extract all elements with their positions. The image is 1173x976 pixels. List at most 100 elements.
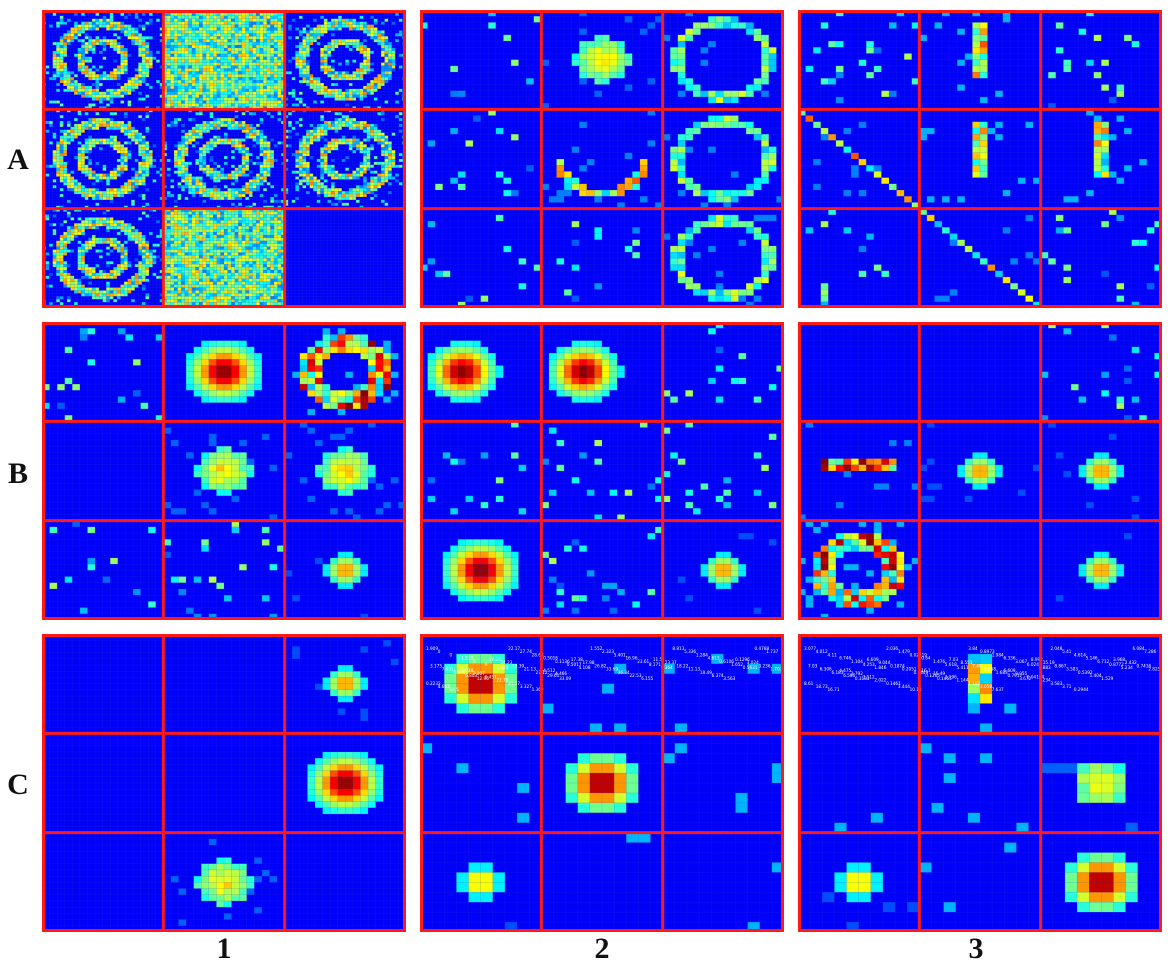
panel-b1: [42, 322, 406, 620]
cell-value: 1.479: [898, 649, 910, 654]
panel-c3: 3.077 4.012 4.11 6.746 1.104 4.253 1.846 2.036 1…: [798, 634, 1162, 932]
feature-map-4: [42, 421, 164, 522]
feature-map-4: [798, 109, 920, 210]
cell-value: 0: [450, 652, 453, 657]
feature-map-8: [541, 520, 664, 620]
cell-value: 3.175: [430, 663, 442, 668]
cell-value: 13.39: [512, 663, 524, 668]
cell-value: 2.807: [473, 671, 485, 676]
cell-value: 5.401: [614, 652, 626, 657]
cell-value: 0.2232: [426, 681, 441, 686]
cell-value: 0: [473, 659, 476, 664]
cell-value: 15.49: [933, 671, 945, 676]
cell-value: 4.012: [816, 649, 828, 654]
cell-value: 5.146: [1086, 656, 1098, 661]
panel-b3: [798, 322, 1162, 620]
feature-map-7: [42, 208, 164, 308]
cell-value: 1.404: [1090, 673, 1102, 678]
feature-map-6: [284, 733, 406, 834]
cell-value: 26.82: [594, 663, 606, 668]
feature-map-9: [662, 520, 784, 620]
cell-value: 9.044: [878, 660, 890, 665]
panel-grid-lines: [798, 634, 1162, 932]
cell-value: 5.618: [945, 662, 957, 667]
feature-map-3: [662, 10, 784, 110]
cell-value: 4.475: [839, 668, 851, 673]
cell-value: 1.476: [933, 659, 945, 664]
feature-map-2: [163, 322, 286, 422]
feature-map-4: [42, 109, 164, 210]
cell-value: 1.707: [770, 667, 782, 672]
heatmap-c3: 3.0774.0124.116.7461.1044.2531.8462.0361…: [798, 634, 1162, 932]
panel-c1: [42, 634, 406, 932]
cell-value: 5.364: [661, 665, 673, 670]
feature-map-2: [919, 634, 1042, 734]
cell-value: 7.286: [1144, 649, 1156, 654]
cell-value: 4.253: [863, 662, 875, 667]
panel-grid-lines: [420, 10, 784, 308]
feature-map-3: [662, 322, 784, 422]
cell-value: 0.1265: [925, 673, 940, 678]
cell-value: 0.5631: [743, 665, 758, 670]
feature-map-6: [1040, 421, 1162, 522]
cell-value: 0.8973: [980, 649, 995, 654]
cell-value: 3.84: [968, 646, 978, 651]
cell-value: 21.13: [524, 667, 536, 672]
cell-value: 3.067: [1015, 659, 1027, 664]
cell-value: 33.09: [559, 676, 571, 681]
feature-map-3: [284, 634, 406, 734]
panel-c2: 1.909 0 0 1.113 0 0 1.425 22.17 27.74 28.68 0.5016…: [420, 634, 784, 932]
feature-map-9: [284, 520, 406, 620]
cell-value: 16.96: [626, 656, 638, 661]
cell-value: 6.155: [641, 676, 653, 681]
feature-map-4: [420, 109, 542, 210]
cell-value: 4.663: [438, 684, 450, 689]
feature-map-3: [1040, 10, 1162, 110]
cell-value: 0.1296: [735, 657, 750, 662]
cell-value: 3.236: [759, 663, 771, 668]
cell-value: 6.546: [454, 670, 466, 675]
feature-map-4: [420, 733, 542, 834]
feature-map-4: [798, 733, 920, 834]
cell-value: 24.23: [500, 660, 512, 665]
feature-map-6: [1040, 109, 1162, 210]
cell-value: 3.583: [1066, 667, 1078, 672]
cell-value: 6.306: [820, 667, 832, 672]
feature-map-9: [662, 208, 784, 308]
feature-map-3: [662, 634, 784, 734]
feature-map-3: [284, 10, 406, 110]
feature-map-8: [163, 520, 286, 620]
feature-map-1: [420, 10, 542, 110]
cell-value: 0.7917: [1008, 673, 1023, 678]
feature-map-8: [919, 520, 1042, 620]
cell-value: 1.683: [996, 670, 1008, 675]
feature-map-9: [662, 832, 784, 932]
feature-map-2: [919, 10, 1042, 110]
cell-value: 28.68: [532, 652, 544, 657]
cell-value: 36.34: [618, 670, 630, 675]
cell-value: 4.466: [555, 671, 567, 676]
heatmap-c1: [42, 634, 406, 932]
cell-value: 3.077: [804, 646, 816, 651]
feature-map-2: [541, 634, 664, 734]
heatmap-b2: [420, 322, 784, 620]
feature-map-8: [541, 832, 664, 932]
cell-value: 1.652: [731, 662, 743, 667]
cell-value: 3.71: [1062, 684, 1072, 689]
cell-value: 23.61: [637, 659, 649, 664]
heatmap-a2: [420, 10, 784, 308]
feature-map-1: [420, 322, 542, 422]
cell-value: 0.7436: [1137, 663, 1152, 668]
cell-value: 0.1874: [890, 663, 905, 668]
cell-value: 4.512: [543, 668, 555, 673]
cell-value: 6.374: [712, 673, 724, 678]
cell-value: 7.631: [442, 667, 454, 672]
cell-value: 15.19: [1043, 660, 1055, 665]
cell-value: 4.108: [579, 665, 591, 670]
cell-value: 6.183: [832, 670, 844, 675]
cell-value: 18.73: [816, 684, 828, 689]
cell-value: 2.048: [1050, 646, 1062, 651]
panel-a2: [420, 10, 784, 308]
cell-value: 22.76: [496, 678, 508, 683]
cell-value: 0.64: [921, 656, 931, 661]
